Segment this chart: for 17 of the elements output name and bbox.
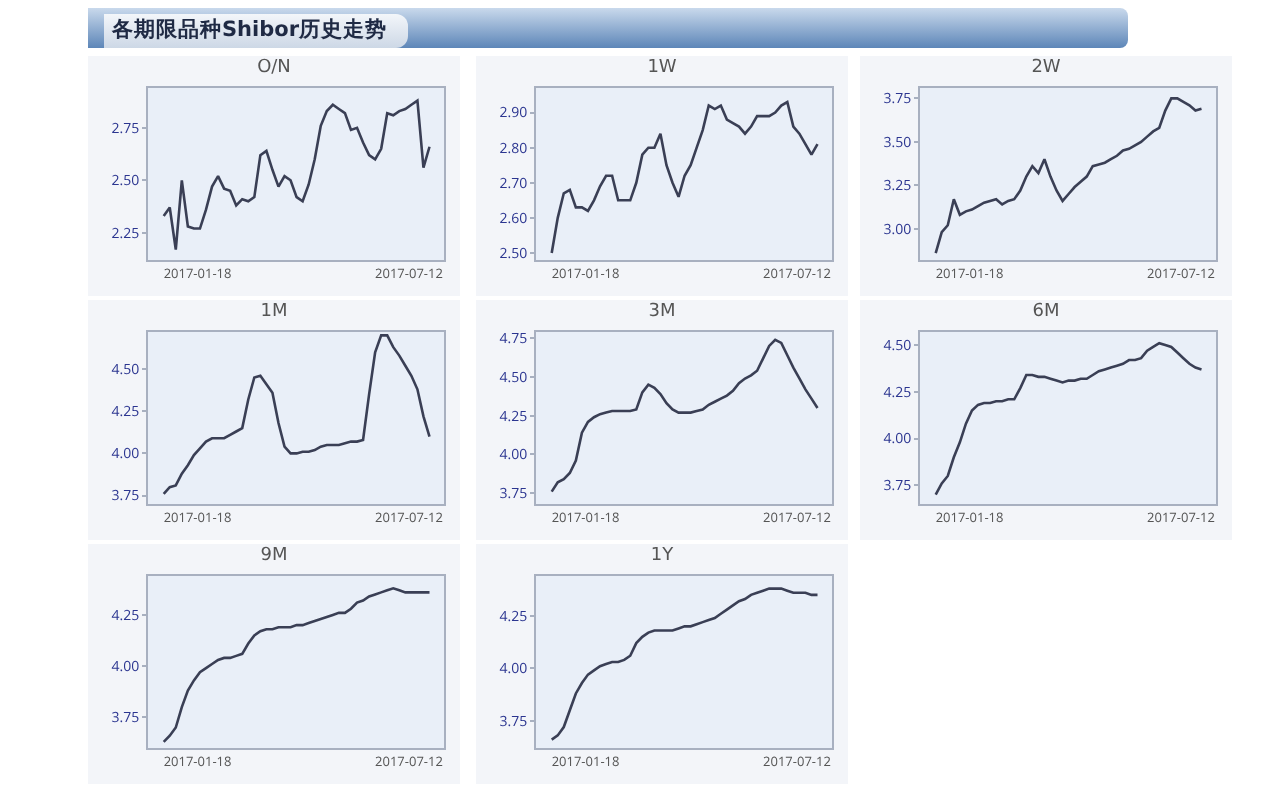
line-series (934, 341, 1203, 496)
text: 各期限品种Shibor历史走势 (104, 14, 408, 48)
chart-title: O/N (257, 58, 291, 79)
chart-title: 9M (260, 546, 288, 567)
line-series (162, 334, 431, 496)
line-series (550, 100, 819, 255)
chart-title: 1Y (650, 546, 675, 567)
line-series (162, 586, 431, 744)
line-series (550, 587, 819, 741)
line-series (162, 99, 431, 251)
chart-title: 1W (647, 58, 677, 79)
chart-title: 2W (1031, 58, 1061, 79)
line-series (550, 338, 819, 493)
chart-title: 6M (1032, 302, 1060, 323)
chart-title: 3M (648, 302, 676, 323)
line-series (934, 97, 1203, 255)
chart-title: 1M (260, 302, 288, 323)
